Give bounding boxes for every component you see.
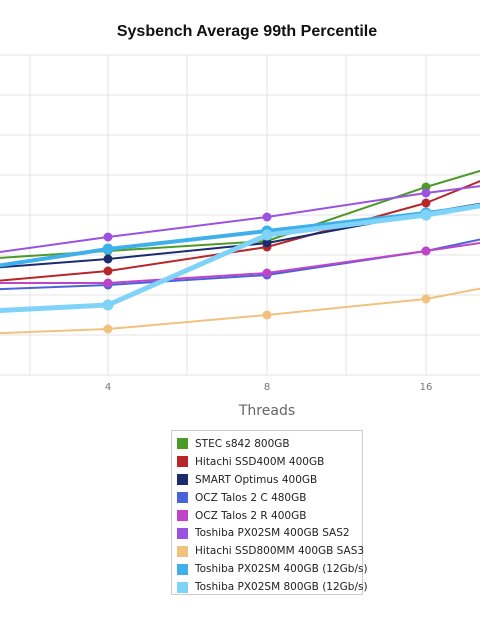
- series-5: [0, 241, 480, 288]
- x-tick-labels: 4 8 16: [105, 382, 433, 393]
- legend-item: Toshiba PX02SM 800GB (12Gb/s): [177, 578, 368, 596]
- legend-label: Hitachi SSD400M 400GB: [195, 455, 325, 468]
- data-point: [103, 278, 113, 288]
- data-point: [102, 299, 114, 311]
- data-point: [421, 294, 431, 304]
- data-point: [421, 198, 431, 208]
- legend-swatch: [177, 474, 188, 486]
- x-tick-label: 4: [105, 382, 111, 393]
- series-2: [0, 180, 480, 282]
- legend-label: OCZ Talos 2 C 480GB: [195, 491, 307, 504]
- series-6: [0, 185, 480, 254]
- legend-label: Toshiba PX02SM 800GB (12Gb/s): [195, 581, 368, 594]
- data-point: [421, 246, 431, 256]
- series-line: [0, 180, 480, 282]
- plot-area: [0, 169, 480, 335]
- data-point: [103, 324, 113, 334]
- legend-item: OCZ Talos 2 R 400GB: [177, 507, 362, 525]
- series-7: [0, 287, 480, 335]
- legend-swatch: [177, 510, 188, 521]
- legend-item: STEC s842 800GB: [177, 435, 362, 453]
- x-tick-label: 16: [420, 382, 433, 393]
- data-point: [103, 266, 113, 276]
- legend-label: STEC s842 800GB: [195, 437, 290, 450]
- legend-label: Toshiba PX02SM 400GB (12Gb/s): [195, 563, 368, 576]
- legend-label: Toshiba PX02SM 400GB SAS2: [195, 527, 350, 540]
- chart-title: Sysbench Average 99th Percentile: [117, 23, 377, 40]
- data-point: [420, 209, 432, 221]
- data-point: [262, 310, 272, 320]
- legend-item: Toshiba PX02SM 400GB SAS2: [177, 524, 362, 542]
- series-9: [0, 203, 480, 313]
- data-point: [103, 232, 113, 242]
- data-point: [102, 243, 114, 255]
- legend-swatch: [177, 456, 188, 468]
- legend-item: Hitachi SSD800MM 400GB SAS3: [177, 542, 365, 560]
- legend-item: SMART Optimus 400GB: [177, 471, 362, 489]
- legend-item: Toshiba PX02SM 400GB (12Gb/s): [177, 560, 368, 578]
- legend-swatch: [177, 545, 188, 557]
- legend-item: Hitachi SSD400M 400GB: [177, 453, 362, 471]
- data-point: [262, 212, 272, 222]
- data-point: [261, 229, 273, 241]
- legend-swatch: [177, 563, 188, 575]
- data-point: [421, 188, 431, 198]
- legend-swatch: [177, 581, 188, 593]
- legend-swatch: [177, 492, 188, 504]
- legend-swatch: [177, 527, 188, 539]
- x-tick-label: 8: [264, 382, 270, 393]
- legend-swatch: [177, 438, 188, 450]
- data-point: [262, 238, 272, 248]
- legend-label: SMART Optimus 400GB: [195, 473, 318, 486]
- data-point: [262, 268, 272, 278]
- legend-label: OCZ Talos 2 R 400GB: [195, 509, 307, 522]
- legend-item: OCZ Talos 2 C 480GB: [177, 489, 362, 507]
- legend: STEC s842 800GB Hitachi SSD400M 400GB SMAR…: [171, 430, 368, 596]
- legend-label: Hitachi SSD800MM 400GB SAS3: [195, 545, 365, 558]
- x-axis-label: Threads: [238, 403, 295, 419]
- data-point: [103, 254, 113, 264]
